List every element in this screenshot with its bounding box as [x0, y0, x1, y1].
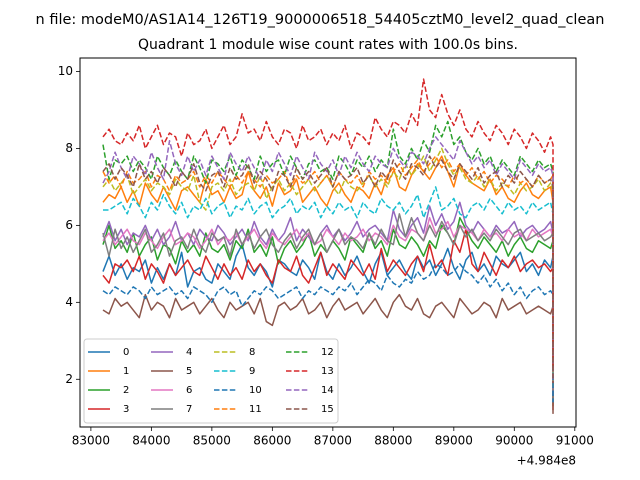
legend-label-14: 14 — [321, 385, 334, 396]
legend-label-8: 8 — [249, 347, 255, 358]
x-offset-label: +4.984e8 — [517, 454, 576, 468]
x-tick-label: 87000 — [314, 434, 352, 448]
series-line-12 — [102, 120, 554, 372]
x-tick-label: 86000 — [253, 434, 291, 448]
plot-frame — [79, 57, 577, 428]
series-line-14 — [102, 136, 554, 380]
legend-label-6: 6 — [186, 385, 192, 396]
figure-suptitle: n file: modeM0/AS1A14_126T19_9000006518_… — [36, 12, 605, 28]
x-tick-label: 88000 — [374, 434, 412, 448]
legend-frame — [83, 338, 339, 424]
series-line-0 — [102, 243, 554, 399]
series-line-1 — [102, 155, 554, 384]
x-tick-label: 84000 — [132, 434, 170, 448]
legend-label-13: 13 — [321, 366, 334, 377]
legend-label-0: 0 — [123, 347, 129, 358]
x-tick-label: 90000 — [495, 434, 533, 448]
legend-label-4: 4 — [186, 347, 192, 358]
legend-label-2: 2 — [123, 385, 129, 396]
legend-label-9: 9 — [249, 366, 255, 377]
legend-label-5: 5 — [186, 366, 192, 377]
x-tick-label: 85000 — [193, 434, 231, 448]
legend-label-1: 1 — [123, 366, 129, 377]
legend-label-12: 12 — [321, 347, 334, 358]
legend-label-15: 15 — [321, 404, 334, 415]
legend-label-3: 3 — [123, 404, 129, 415]
legend-label-10: 10 — [249, 385, 262, 396]
y-tick-label: 8 — [65, 141, 73, 155]
y-tick-label: 10 — [58, 64, 73, 78]
series-line-10 — [102, 263, 554, 403]
series-line-6 — [102, 216, 554, 391]
chart-title: Quadrant 1 module wise count rates with … — [138, 37, 518, 53]
series-layer — [102, 78, 554, 414]
x-tick-label: 89000 — [435, 434, 473, 448]
y-tick-label: 6 — [65, 218, 73, 232]
series-line-15 — [102, 155, 554, 384]
axes-layer: 83000 84000 85000 86000 87000 88000 89000 90000… — [58, 64, 594, 448]
series-line-3 — [102, 228, 554, 411]
x-tick-label: 91000 — [556, 434, 594, 448]
y-tick-label: 2 — [65, 372, 73, 386]
legend-label-7: 7 — [186, 404, 192, 415]
legend-label-11: 11 — [249, 404, 262, 415]
series-line-13 — [102, 78, 554, 368]
series-line-9 — [102, 186, 554, 380]
x-tick-label: 83000 — [72, 434, 110, 448]
series-line-5 — [102, 293, 554, 414]
series-line-7 — [102, 213, 554, 403]
y-tick-label: 4 — [65, 295, 73, 309]
